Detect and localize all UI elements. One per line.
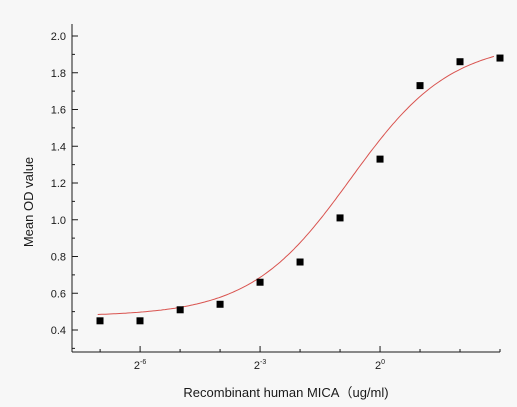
fit-curve [97,55,495,315]
y-tick-label: 1.0 [51,215,66,227]
y-tick-label: 0.6 [51,288,66,300]
y-tick-label: 0.8 [51,252,66,264]
y-tick-label: 2.0 [51,31,66,43]
y-tick-label: 0.4 [51,325,66,337]
y-axis-title: Mean OD value [21,157,36,247]
y-tick-label: 1.6 [51,105,66,117]
x-tick-label: 2-3 [254,359,266,372]
y-tick-label: 1.4 [51,141,66,153]
data-point [416,82,424,90]
data-point [136,317,144,325]
data-point [336,214,344,222]
data-point [456,58,464,66]
x-ticks: 2-6 2-3 20 [99,346,501,372]
data-point [216,300,224,308]
data-point [176,306,184,314]
y-ticks: 0.4 0.6 0.8 1.0 1.2 1.4 1.6 1.8 2.0 [51,31,78,349]
data-point [376,155,384,163]
x-tick-label: 2-6 [134,359,146,372]
y-tick-label: 1.2 [51,178,66,190]
y-tick-label: 1.8 [51,68,66,80]
data-points [96,54,504,325]
data-point [256,278,264,286]
data-point [296,258,304,266]
x-tick-label: 20 [375,359,385,372]
x-axis-title: Recombinant human MICA（ug/ml) [183,385,388,400]
axes [71,24,500,353]
data-point [496,54,504,62]
data-point [96,317,104,325]
